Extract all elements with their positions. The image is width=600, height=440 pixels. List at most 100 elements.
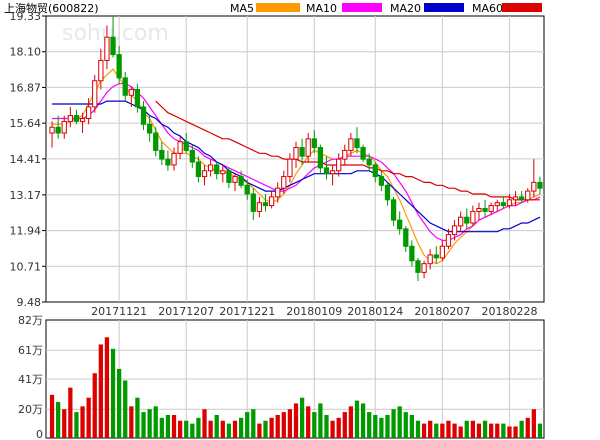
candle-body (390, 199, 397, 221)
volume-bar (196, 417, 201, 438)
volume-bar (202, 409, 207, 438)
volume-bar (299, 397, 305, 438)
candle-body (189, 149, 195, 163)
candle-body (482, 208, 488, 212)
price-tick-label: 14.41 (10, 153, 42, 166)
candle-body (67, 115, 73, 122)
candle-body (238, 176, 244, 186)
volume-bar (251, 409, 256, 438)
candle-body (500, 202, 506, 207)
volume-bar (415, 420, 421, 438)
volume-bar (86, 397, 91, 438)
legend-swatch-ma60 (502, 3, 542, 12)
volume-bar (409, 414, 415, 438)
price-tick-label: 19.33 (10, 10, 42, 23)
volume-bar (177, 420, 183, 438)
candle-body (348, 138, 354, 151)
volume-bar (367, 412, 372, 438)
volume-bar (458, 426, 463, 438)
volume-axis: 82万 61万 41万 20万 0 (18, 314, 43, 440)
candle-body (159, 149, 165, 160)
candle-body (317, 147, 324, 169)
price-axis: 19.33 18.10 16.87 15.64 14.41 13.17 11.94 10.71… (10, 10, 46, 309)
legend-swatch-ma5 (256, 3, 300, 12)
candle-body (476, 208, 482, 212)
volume-bar (220, 420, 225, 438)
volume-bar (397, 406, 402, 438)
volume-bar (464, 420, 469, 438)
volume-bar (421, 423, 427, 438)
volume-tick-label: 61万 (18, 344, 43, 357)
candle-body (146, 123, 153, 134)
volume-bar (232, 420, 238, 438)
price-tick-label: 15.64 (10, 117, 42, 130)
legend-label-ma5: MA5 (230, 2, 254, 15)
volume-bar (373, 414, 378, 438)
volume-bar (208, 420, 213, 438)
volume-bar (257, 423, 262, 438)
volume-tick-label: 20万 (18, 403, 43, 416)
volume-bar (269, 417, 274, 438)
date-label: 20171207 (158, 305, 214, 318)
date-label: 20180207 (414, 305, 470, 318)
date-label: 20180228 (481, 305, 537, 318)
volume-bar (385, 414, 390, 438)
volume-tick-label: 82万 (18, 314, 43, 327)
volume-bar (226, 423, 232, 438)
candle-body (415, 260, 421, 273)
volume-bar (68, 387, 73, 438)
candle-body (323, 167, 330, 175)
candle-body (299, 147, 305, 157)
volume-bar (165, 414, 171, 438)
candle-body (171, 152, 177, 166)
volume-bar (531, 409, 536, 438)
candle-body (409, 245, 415, 262)
volume-bar (360, 403, 366, 438)
volume-bar (287, 409, 293, 438)
date-label: 20171121 (91, 305, 147, 318)
candle-body (470, 210, 476, 224)
candle-body (92, 80, 98, 108)
volume-bar (184, 420, 189, 438)
candle-body (73, 115, 80, 122)
volume-bar (141, 412, 146, 438)
volume-bar (238, 417, 244, 438)
volume-bar (507, 426, 512, 438)
stock-code: (600822) (48, 2, 99, 15)
candle-body (378, 176, 385, 186)
volume-bar (348, 406, 354, 438)
candle-body (110, 36, 116, 56)
candle-body (403, 228, 409, 247)
volume-bar (159, 417, 164, 438)
volume-bar (330, 420, 335, 438)
candle-body (165, 158, 171, 166)
volume-bar (263, 420, 268, 438)
candle-body (195, 161, 202, 178)
candle-body (116, 54, 122, 79)
date-axis: 20171121 20171207 20171221 20180109 20180124… (91, 305, 537, 318)
volume-bar (495, 423, 500, 438)
volume-bar (470, 420, 475, 438)
candle-body (305, 138, 311, 157)
volume-bar (56, 402, 61, 438)
candle-body (329, 170, 336, 175)
volume-bar (513, 426, 518, 438)
candle-body (445, 234, 452, 247)
volume-bar (62, 409, 67, 438)
legend: MA5 MA10 MA20 MA60 (230, 2, 542, 15)
candle-body (354, 138, 360, 149)
volume-bar (403, 412, 408, 438)
date-label: 20180109 (286, 305, 342, 318)
candle-body (232, 176, 238, 183)
candle-body (384, 184, 391, 201)
candlesticks (49, 16, 543, 282)
candle-body (372, 164, 378, 178)
legend-label-ma60: MA60 (472, 2, 503, 15)
candle-body (61, 120, 67, 134)
volume-bar (245, 412, 250, 438)
candle-body (342, 149, 348, 160)
candle-body (153, 132, 159, 151)
candle-body (293, 147, 299, 160)
candle-body (360, 147, 366, 160)
